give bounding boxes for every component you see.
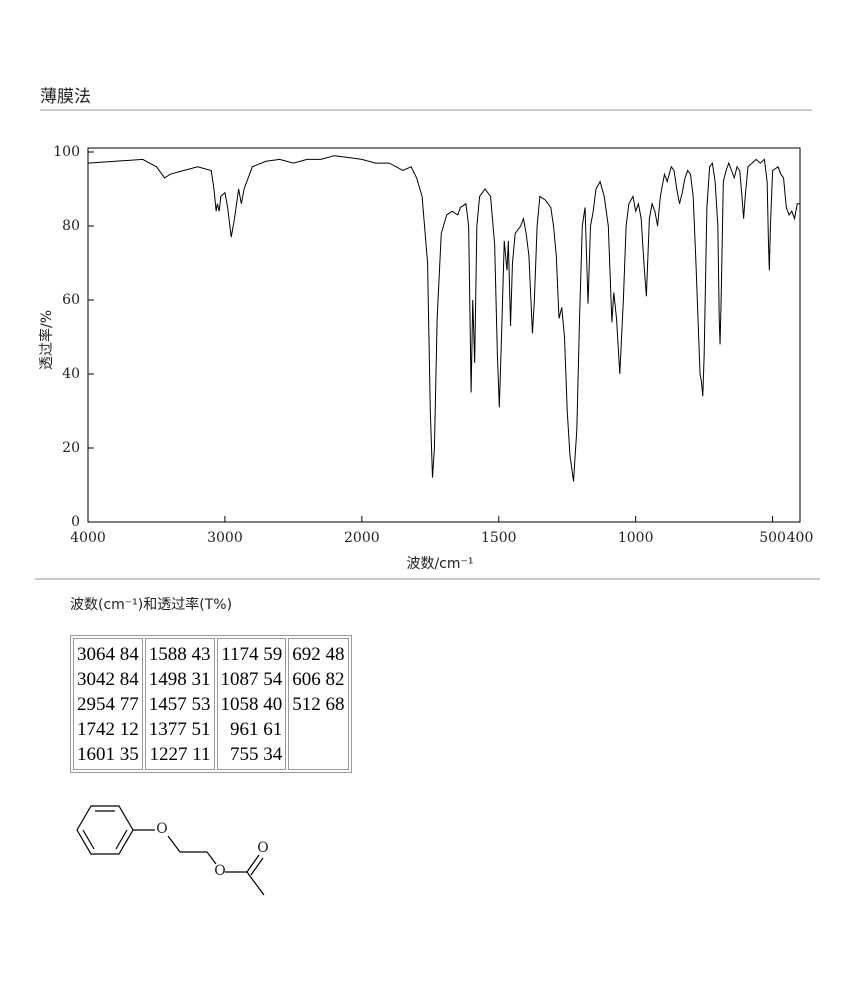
peak-table-row: 3064 84 3042 84 2954 77 1742 12 1601 35 1588 …: [73, 638, 349, 770]
transmittance: 59: [263, 644, 283, 665]
transmittance: 68: [325, 694, 345, 715]
wavenumber: 1377: [148, 719, 187, 740]
x-axis-label: 波数/cm⁻¹: [406, 556, 473, 572]
transmittance: 12: [119, 719, 139, 740]
wavenumber: 1227: [149, 744, 188, 765]
peak-entry: 1227 11: [149, 742, 211, 767]
wavenumber: 1498: [148, 669, 187, 690]
peak-column: 3064 84 3042 84 2954 77 1742 12 1601 35: [73, 638, 143, 770]
wavenumber: 1588: [148, 644, 187, 665]
peak-entry: 3042 84: [77, 667, 139, 692]
peak-entry: 1588 43: [149, 642, 211, 667]
transmittance: 11: [192, 744, 211, 765]
peak-entry: 1601 35: [77, 742, 139, 767]
y-axis-label: 透过率/%: [38, 310, 55, 370]
transmittance: 61: [263, 719, 283, 740]
wavenumber: 1174: [221, 644, 259, 665]
wavenumber: 2954: [77, 694, 115, 715]
wavenumber: 606: [292, 669, 321, 690]
wavenumber: 1742: [77, 719, 115, 740]
peak-entry: 606 82: [292, 667, 344, 692]
atom-label: O: [257, 840, 268, 856]
transmittance: 31: [191, 669, 211, 690]
spectrum-line: [87, 155, 800, 482]
x-tick-label: 1500: [481, 530, 517, 546]
wavenumber: 755: [230, 744, 259, 765]
wavenumber: 3042: [77, 669, 115, 690]
peak-entry: 1457 53: [149, 692, 211, 717]
peak-entry: 692 48: [292, 642, 344, 667]
peak-entry: 1498 31: [149, 667, 211, 692]
x-tick-label: 500: [759, 530, 786, 546]
transmittance: 34: [263, 744, 283, 765]
peak-entry: 1087 54: [221, 667, 283, 692]
atom-label: O: [214, 863, 225, 879]
table-caption: 波数(cm⁻¹)和透过率(T%): [70, 596, 232, 613]
page-title: 薄膜法: [40, 87, 91, 107]
peak-entry: 1058 40: [221, 692, 283, 717]
y-tick-label: 80: [62, 218, 80, 234]
transmittance: 53: [191, 694, 211, 715]
peak-entry: 2954 77: [77, 692, 139, 717]
peak-column: 692 48 606 82 512 68: [288, 638, 349, 770]
atom-label: O: [156, 821, 167, 837]
peak-entry: 1377 51: [149, 717, 211, 742]
x-tick-label: 2000: [344, 530, 380, 546]
y-tick-label: 100: [53, 144, 80, 160]
transmittance: 40: [263, 694, 283, 715]
peak-entry: 1742 12: [77, 717, 139, 742]
peak-column: 1588 43 1498 31 1457 53 1377 51 1227 11: [144, 638, 215, 770]
transmittance: 48: [325, 644, 345, 665]
plot-frame: [87, 147, 801, 523]
peak-entry: 961 61: [221, 717, 283, 742]
peak-column: 1174 59 1087 54 1058 40 961 61 755 34: [216, 638, 287, 770]
y-tick-label: 0: [71, 514, 80, 530]
y-tick-label: 60: [62, 292, 80, 308]
peak-entry: 1174 59: [221, 642, 283, 667]
transmittance: 51: [191, 719, 211, 740]
peak-table: 3064 84 3042 84 2954 77 1742 12 1601 35 1588 …: [70, 635, 352, 773]
transmittance: 82: [325, 669, 345, 690]
structure-bonds: [76, 805, 265, 896]
wavenumber: 1457: [148, 694, 187, 715]
transmittance: 35: [119, 744, 139, 765]
transmittance: 43: [191, 644, 211, 665]
x-tick-label: 3000: [207, 530, 243, 546]
wavenumber: 1601: [77, 744, 115, 765]
transmittance: 84: [119, 644, 139, 665]
wavenumber: 512: [292, 694, 321, 715]
peak-entry: 3064 84: [77, 642, 139, 667]
x-tick-label: 400: [787, 530, 814, 546]
peak-entry: 512 68: [292, 692, 344, 717]
y-tick-label: 20: [62, 440, 80, 456]
wavenumber: 1058: [220, 694, 259, 715]
y-tick-label: 40: [62, 366, 80, 382]
wavenumber: 1087: [220, 669, 259, 690]
x-tick-label: 4000: [70, 530, 106, 546]
peak-entry: 755 34: [221, 742, 283, 767]
wavenumber: 3064: [77, 644, 115, 665]
wavenumber: 961: [230, 719, 259, 740]
x-tick-label: 1000: [618, 530, 654, 546]
transmittance: 84: [119, 669, 139, 690]
transmittance: 54: [263, 669, 283, 690]
wavenumber: 692: [292, 644, 321, 665]
transmittance: 77: [119, 694, 139, 715]
